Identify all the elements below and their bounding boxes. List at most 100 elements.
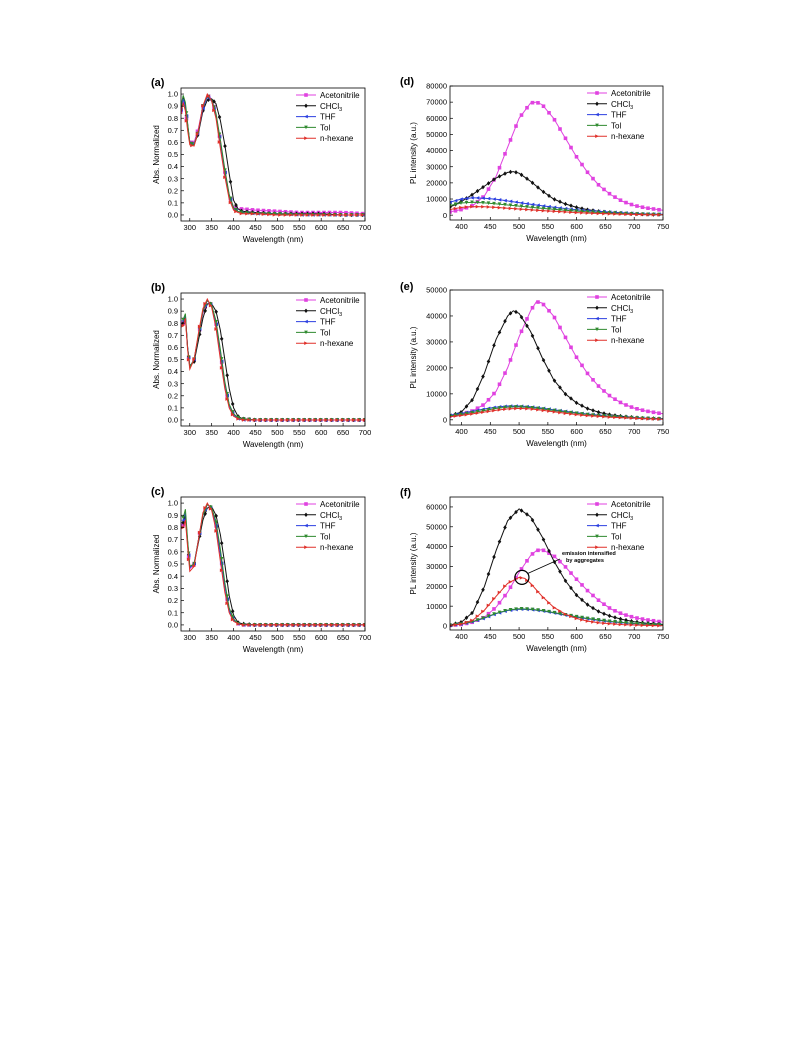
data-point bbox=[574, 411, 579, 416]
data-point bbox=[574, 154, 579, 159]
data-point bbox=[536, 206, 540, 210]
legend-marker bbox=[304, 523, 308, 528]
data-point bbox=[525, 323, 529, 329]
data-point bbox=[541, 206, 546, 211]
data-point bbox=[519, 201, 524, 205]
data-point bbox=[607, 606, 612, 610]
data-point bbox=[547, 548, 551, 554]
data-point bbox=[322, 213, 326, 217]
data-point bbox=[219, 557, 224, 561]
data-point bbox=[267, 212, 271, 217]
data-point bbox=[186, 357, 191, 362]
data-point bbox=[569, 396, 573, 401]
x-tick-label: 500 bbox=[271, 223, 284, 232]
data-point bbox=[250, 211, 255, 216]
data-point bbox=[503, 609, 507, 613]
data-point bbox=[569, 410, 573, 415]
data-point bbox=[313, 623, 317, 627]
data-point bbox=[228, 200, 233, 205]
data-point bbox=[508, 585, 513, 590]
x-tick-label: 400 bbox=[455, 632, 468, 641]
chart-panel: (b) 300 350 400 450 500 550 600 650 700 0.0 0.1 0.2 0… bbox=[151, 282, 371, 449]
data-point bbox=[657, 623, 661, 628]
data-point bbox=[514, 124, 518, 128]
data-point bbox=[536, 589, 540, 594]
data-point bbox=[547, 193, 551, 198]
data-point bbox=[283, 213, 288, 217]
data-point bbox=[613, 615, 617, 620]
data-point bbox=[591, 210, 595, 214]
data-point bbox=[307, 418, 312, 422]
data-point bbox=[646, 622, 650, 627]
plot-frame bbox=[449, 85, 664, 221]
legend-marker bbox=[595, 305, 599, 310]
legend-marker bbox=[595, 502, 599, 506]
x-axis-label: Wavelength (nm) bbox=[243, 235, 304, 244]
data-point bbox=[519, 405, 524, 409]
data-point bbox=[558, 609, 562, 613]
data-point bbox=[453, 413, 458, 417]
data-point bbox=[525, 201, 529, 206]
data-point bbox=[585, 413, 590, 418]
data-point bbox=[503, 371, 507, 375]
data-point bbox=[563, 201, 568, 207]
data-point bbox=[230, 410, 235, 414]
legend-marker bbox=[304, 330, 308, 335]
data-point bbox=[291, 418, 295, 422]
data-point bbox=[497, 406, 502, 410]
data-point bbox=[234, 209, 238, 214]
y-tick-label: 0 bbox=[443, 622, 447, 631]
y-tick-label: 10000 bbox=[426, 195, 447, 204]
y-tick-label: 30000 bbox=[426, 338, 447, 347]
data-point bbox=[250, 208, 255, 212]
x-tick-label: 600 bbox=[315, 633, 328, 642]
legend-marker bbox=[304, 114, 308, 119]
data-point bbox=[569, 345, 573, 350]
data-point bbox=[602, 618, 606, 623]
data-point bbox=[640, 617, 645, 621]
data-point bbox=[492, 343, 496, 348]
data-point bbox=[508, 515, 513, 520]
legend-marker bbox=[595, 523, 599, 528]
legend-label: THF bbox=[320, 113, 336, 122]
data-point bbox=[624, 200, 628, 205]
x-tick-label: 600 bbox=[315, 428, 328, 437]
y-tick-label: 40000 bbox=[426, 312, 447, 321]
y-tick-label: 50000 bbox=[426, 286, 447, 295]
data-point bbox=[453, 198, 458, 203]
data-point bbox=[552, 605, 557, 610]
data-point bbox=[208, 506, 213, 511]
plot-frame bbox=[449, 289, 664, 426]
y-tick-label: 30000 bbox=[426, 562, 447, 571]
data-point bbox=[580, 403, 584, 408]
data-point bbox=[536, 407, 540, 412]
panel-label: (b) bbox=[151, 282, 165, 294]
data-point bbox=[596, 210, 601, 215]
legend-label: CHCl3 bbox=[611, 511, 633, 522]
data-point bbox=[569, 412, 573, 416]
data-point bbox=[223, 143, 227, 149]
x-tick-label: 700 bbox=[359, 428, 372, 437]
data-point bbox=[203, 301, 207, 306]
data-point bbox=[536, 527, 540, 532]
data-point bbox=[657, 411, 661, 415]
data-point bbox=[580, 206, 584, 211]
data-point bbox=[230, 401, 235, 407]
data-point bbox=[646, 618, 650, 622]
data-point bbox=[629, 212, 634, 217]
data-point bbox=[530, 333, 535, 339]
data-point bbox=[217, 140, 222, 144]
data-point bbox=[212, 108, 216, 113]
data-point bbox=[195, 132, 200, 136]
data-point bbox=[450, 415, 452, 418]
data-point bbox=[536, 406, 540, 411]
data-point bbox=[470, 196, 474, 200]
data-point bbox=[602, 611, 606, 616]
x-tick-label: 300 bbox=[184, 428, 197, 437]
legend-marker bbox=[595, 101, 599, 106]
legend-marker bbox=[304, 136, 308, 140]
x-tick-label: 700 bbox=[359, 223, 372, 232]
x-tick-label: 450 bbox=[249, 223, 262, 232]
